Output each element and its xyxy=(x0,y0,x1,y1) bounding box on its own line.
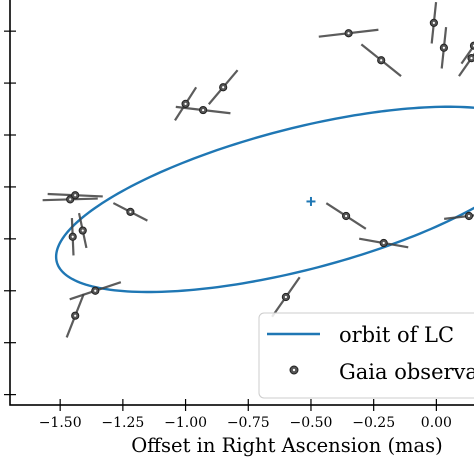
observation-point-center xyxy=(94,289,97,292)
x-tick-label: 0.00 xyxy=(421,415,452,431)
x-tick-label: −0.50 xyxy=(290,415,333,431)
observation-point-center xyxy=(380,59,383,62)
x-tick-label: −0.25 xyxy=(352,415,395,431)
orbit-line xyxy=(54,105,474,294)
x-axis-label: Offset in Right Ascension (mas) xyxy=(131,434,443,457)
observation-point-center xyxy=(184,102,187,105)
x-tick-label: −0.75 xyxy=(227,415,270,431)
plot-area xyxy=(42,2,474,338)
observation-point-center xyxy=(202,108,205,112)
x-tick-label: −1.00 xyxy=(164,415,207,431)
observation-point-center xyxy=(81,229,84,232)
observation-point-center xyxy=(69,198,72,201)
x-tick-label: −1.50 xyxy=(39,415,82,431)
axis-ticks: −1.50−1.25−1.00−0.75−0.50−0.250.000.25 xyxy=(4,30,452,431)
legend-marker-swatch-dot xyxy=(292,368,296,372)
observation-point-center xyxy=(74,194,77,197)
observation-error-bar xyxy=(460,43,474,65)
observation-point-center xyxy=(129,210,132,213)
observation-point-center xyxy=(467,214,471,218)
observation-point-center xyxy=(71,235,74,238)
observation-point-center xyxy=(432,21,435,24)
observation-point-center xyxy=(74,314,77,317)
observation-point-center xyxy=(442,46,446,49)
legend: orbit of LC Gaia observa xyxy=(258,312,474,399)
observation-point-center xyxy=(470,57,473,60)
observation-point-center xyxy=(284,295,287,299)
x-tick-label: −1.25 xyxy=(101,415,144,431)
legend-label-orbit: orbit of LC xyxy=(339,323,454,347)
observation-point-center xyxy=(347,32,350,35)
legend-label-gaia: Gaia observa xyxy=(339,360,474,384)
axes-frame xyxy=(9,0,474,406)
observation-point-center xyxy=(382,241,385,245)
observation-point-center xyxy=(344,214,348,218)
observation-point-center xyxy=(222,86,225,89)
